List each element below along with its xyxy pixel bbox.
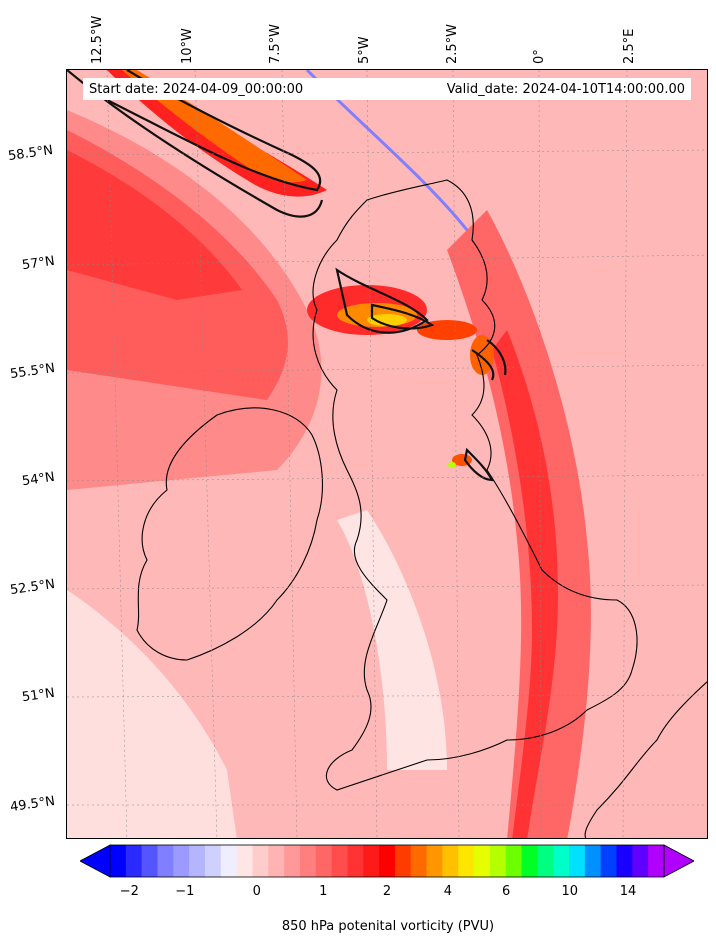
pv-band-east (447, 210, 591, 838)
colorbar-swatch (110, 845, 127, 877)
colorbar-swatch (537, 845, 554, 877)
lon-label-5w: 5°W (357, 36, 372, 64)
colorbar-swatch (189, 845, 206, 877)
colorbar-tick-label: 0 (252, 884, 261, 899)
lon-label-10w: 10°W (180, 28, 195, 64)
pv-field-map (67, 70, 707, 838)
colorbar-swatch (141, 845, 158, 877)
colorbar-swatch (600, 845, 618, 877)
colorbar-tick-label: 1 (319, 884, 328, 899)
map-panel (66, 69, 708, 839)
colorbar-swatch (584, 845, 602, 877)
colorbar-tick-label: 2 (382, 884, 392, 899)
colorbar-label: 850 hPa potenital vorticity (PVU) (281, 919, 495, 934)
colorbar-swatch (632, 845, 649, 877)
lon-label-2-5w: 2.5°W (445, 23, 460, 64)
colorbar-tick-label: 4 (443, 884, 453, 899)
lat-label-57n: 57°N (21, 253, 56, 274)
lat-label-55-5n: 55.5°N (9, 360, 56, 383)
colorbar-swatch (204, 845, 222, 877)
colorbar-tick-label: 10 (561, 884, 579, 899)
lon-label-7-5w: 7.5°W (268, 23, 283, 64)
valid-date-label: Valid_date: 2024-04-10T14:00:00.00 (446, 81, 685, 97)
colorbar-swatch (521, 845, 538, 877)
colorbar-swatch (157, 845, 174, 877)
colorbar-swatch (299, 845, 317, 877)
colorbar-swatch (347, 845, 364, 877)
colorbar-swatch (410, 845, 428, 877)
colorbar (80, 844, 694, 878)
colorbar-tick-label: 6 (501, 884, 511, 899)
pv-low-southwest (67, 590, 237, 838)
colorbar-swatch (379, 845, 396, 877)
colorbar-swatch (474, 845, 491, 877)
colorbar-swatch (616, 845, 633, 877)
colorbar-tick-label: −1 (175, 884, 195, 899)
colorbar-swatch (648, 845, 665, 877)
colorbar-swatch (458, 845, 475, 877)
colorbar-swatch (125, 845, 143, 877)
lon-label-2-5e: 2.5°E (622, 28, 637, 64)
colorbar-swatch (220, 845, 238, 877)
lat-label-52-5n: 52.5°N (9, 576, 56, 599)
colorbar-swatch (426, 845, 443, 877)
colorbar-tick-label: 14 (619, 884, 637, 899)
pv-band-east-core (492, 330, 558, 838)
colorbar-swatch (442, 845, 459, 877)
lon-label-12-5w: 12.5°W (90, 15, 105, 64)
colorbar-extend-min (80, 844, 111, 878)
lat-label-49-5n: 49.5°N (9, 793, 56, 816)
colorbar-swatch (505, 845, 523, 877)
colorbar-swatch (236, 845, 253, 877)
colorbar-swatch (394, 845, 412, 877)
colorbar-swatch (252, 845, 269, 877)
colorbar-swatch (284, 845, 301, 877)
coastline (136, 179, 707, 838)
colorbar-swatch (569, 845, 586, 877)
pv-band-max-northwest (67, 150, 242, 300)
colorbar-swatch (489, 845, 507, 877)
colorbar-swatch (331, 845, 348, 877)
colorbar-swatch (363, 845, 380, 877)
colorbar-swatch (553, 845, 570, 877)
lon-label-0: 0° (532, 49, 547, 64)
colorbar-swatch (173, 845, 190, 877)
colorbar-swatch (315, 845, 333, 877)
colorbar-tick-label: −2 (119, 884, 139, 899)
colorbar-frame (109, 844, 665, 878)
date-annotation: Start date: 2024-04-09_00:00:00 Valid_da… (83, 78, 691, 100)
lat-label-51n: 51°N (21, 685, 56, 706)
lat-label-58-5n: 58.5°N (7, 142, 54, 165)
lat-label-54n: 54°N (21, 469, 56, 490)
colorbar-swatch (268, 845, 285, 877)
map-gridlines (67, 70, 707, 838)
colorbar-extend-max (663, 844, 694, 878)
start-date-label: Start date: 2024-04-09_00:00:00 (89, 81, 304, 97)
